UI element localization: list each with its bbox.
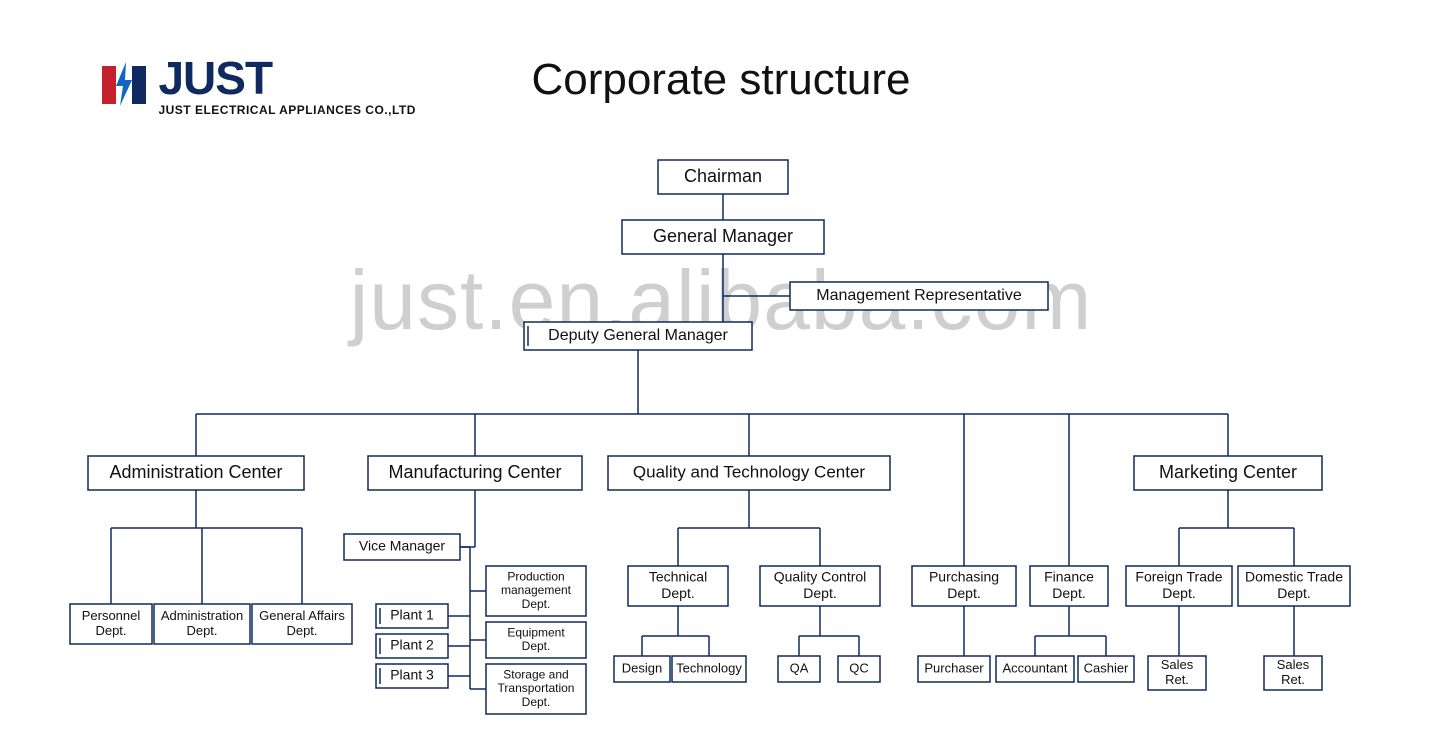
org-node-plant2: Plant 2 [376,634,448,658]
org-node-chairman: Chairman [658,160,788,194]
svg-text:management: management [501,583,572,597]
svg-text:Dept.: Dept. [803,585,836,601]
svg-text:Dept.: Dept. [1162,585,1195,601]
svg-text:Chairman: Chairman [684,166,762,186]
svg-text:Dept.: Dept. [522,639,551,653]
org-node-std: Storage andTransportationDept. [486,664,586,714]
svg-text:Technical: Technical [649,569,707,585]
svg-text:Sales: Sales [1161,657,1194,672]
svg-text:General Affairs: General Affairs [259,608,345,623]
org-node-plant1: Plant 1 [376,604,448,628]
org-node-dtd: Domestic TradeDept. [1238,566,1350,606]
org-node-cashier: Cashier [1078,656,1134,682]
svg-text:Purchaser: Purchaser [924,660,984,675]
svg-text:Dept.: Dept. [95,623,126,638]
svg-text:Plant 1: Plant 1 [390,607,434,623]
org-node-admin: Administration Center [88,456,304,490]
org-node-ftd: Foreign TradeDept. [1126,566,1232,606]
org-node-dgm: Deputy General Manager [524,322,752,350]
org-node-qtc: Quality and Technology Center [608,456,890,490]
svg-text:Domestic Trade: Domestic Trade [1245,569,1343,585]
svg-text:Deputy General Manager: Deputy General Manager [548,327,728,344]
org-node-sret2: SalesRet. [1264,656,1322,690]
org-node-mfg: Manufacturing Center [368,456,582,490]
org-node-tech: TechnicalDept. [628,566,728,606]
svg-text:Administration Center: Administration Center [109,462,282,482]
svg-text:Personnel: Personnel [82,608,141,623]
svg-text:Transportation: Transportation [498,681,575,695]
svg-text:Dept.: Dept. [522,695,551,709]
org-node-admd: AdministrationDept. [154,604,250,644]
svg-text:Manufacturing Center: Manufacturing Center [388,462,561,482]
svg-text:QC: QC [849,660,869,675]
svg-text:General Manager: General Manager [653,226,793,246]
org-node-vice: Vice Manager [344,534,460,560]
svg-text:QA: QA [790,660,809,675]
svg-text:Production: Production [507,569,564,583]
org-node-find: FinanceDept. [1030,566,1108,606]
svg-text:Dept.: Dept. [661,585,694,601]
svg-text:Ret.: Ret. [1281,672,1305,687]
org-node-pmd: ProductionmanagementDept. [486,566,586,616]
org-node-mrep: Management Representative [790,282,1048,310]
svg-text:Dept.: Dept. [522,597,551,611]
org-node-techn: Technology [672,656,746,682]
svg-text:Plant 3: Plant 3 [390,667,434,683]
svg-text:Design: Design [622,660,662,675]
org-node-ga: General AffairsDept. [252,604,352,644]
svg-text:Dept.: Dept. [286,623,317,638]
svg-text:Ret.: Ret. [1165,672,1189,687]
svg-text:Management Representative: Management Representative [816,287,1022,304]
org-node-mkt: Marketing Center [1134,456,1322,490]
svg-text:Accountant: Accountant [1002,660,1067,675]
svg-text:Dept.: Dept. [1277,585,1310,601]
svg-text:Administration: Administration [161,608,243,623]
org-node-purd: PurchasingDept. [912,566,1016,606]
org-node-qc: QC [838,656,880,682]
svg-text:Marketing Center: Marketing Center [1159,462,1297,482]
svg-text:Storage and: Storage and [503,667,568,681]
svg-text:Technology: Technology [676,660,742,675]
org-node-acct: Accountant [996,656,1074,682]
svg-text:Dept.: Dept. [1052,585,1085,601]
org-node-plant3: Plant 3 [376,664,448,688]
svg-text:Finance: Finance [1044,569,1094,585]
svg-text:Dept.: Dept. [947,585,980,601]
org-chart: Chairman General Manager Management Repres… [0,0,1442,752]
svg-text:Cashier: Cashier [1084,660,1129,675]
svg-text:Vice Manager: Vice Manager [359,538,445,554]
svg-text:Sales: Sales [1277,657,1310,672]
org-node-pers: PersonnelDept. [70,604,152,644]
org-node-sret1: SalesRet. [1148,656,1206,690]
svg-text:Equipment: Equipment [507,625,565,639]
org-node-eqd: EquipmentDept. [486,622,586,658]
svg-text:Plant 2: Plant 2 [390,637,434,653]
svg-text:Dept.: Dept. [186,623,217,638]
org-node-qa: QA [778,656,820,682]
svg-text:Quality and Technology Center: Quality and Technology Center [633,462,866,481]
org-node-design: Design [614,656,670,682]
org-node-qcd: Quality ControlDept. [760,566,880,606]
svg-text:Purchasing: Purchasing [929,569,999,585]
svg-text:Quality Control: Quality Control [774,569,867,585]
org-node-purchaser: Purchaser [918,656,990,682]
org-node-gm: General Manager [622,220,824,254]
svg-text:Foreign Trade: Foreign Trade [1135,569,1222,585]
